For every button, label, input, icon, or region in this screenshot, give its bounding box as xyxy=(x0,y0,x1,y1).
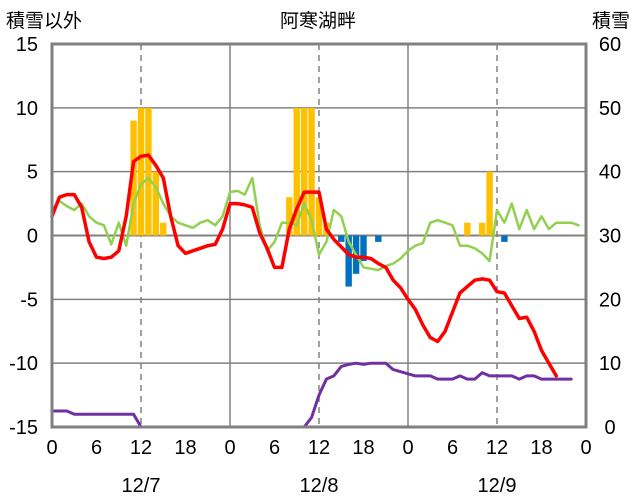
right-tick-label: 20 xyxy=(599,289,621,311)
left-tick-label: -10 xyxy=(9,353,38,375)
x-tick-label: 18 xyxy=(530,437,552,459)
snowfall-bar xyxy=(137,107,145,236)
precip-bar xyxy=(501,235,508,242)
precip-bar xyxy=(338,235,345,242)
left-axis-label: 積雪以外 xyxy=(6,10,82,32)
right-tick-label: 30 xyxy=(599,226,621,248)
plot-border xyxy=(50,42,588,429)
x-tick-label: 18 xyxy=(352,437,374,459)
temperature-line xyxy=(50,153,559,378)
snowfall-bar xyxy=(145,107,152,236)
x-tick-label: 6 xyxy=(447,437,458,459)
snowfall-bar xyxy=(486,171,493,236)
snowfall-bar xyxy=(293,107,300,236)
snowfall-bar xyxy=(160,222,167,236)
x-tick-label: 12 xyxy=(130,437,152,459)
snowfall-bar xyxy=(464,222,471,236)
x-tick-label: 6 xyxy=(269,437,280,459)
snowfall-bar xyxy=(152,171,160,236)
left-tick-label: 5 xyxy=(27,162,38,184)
left-tick-label: -5 xyxy=(20,289,38,311)
date-label: 12/8 xyxy=(300,475,339,497)
precip-bar xyxy=(360,235,367,262)
left-tick-label: 0 xyxy=(27,226,38,248)
right-tick-label: 60 xyxy=(599,34,621,56)
right-axis-label: 積雪 xyxy=(592,10,630,32)
snowfall-bar xyxy=(315,197,323,236)
date-label: 12/7 xyxy=(122,475,161,497)
precip-bar xyxy=(345,235,352,287)
right-tick-label: 10 xyxy=(599,353,621,375)
precip-bar xyxy=(375,235,382,242)
chart-title: 阿寒湖畔 xyxy=(280,10,356,32)
x-tick-label: 0 xyxy=(580,437,591,459)
x-tick-label: 12 xyxy=(308,437,330,459)
right-tick-label: 40 xyxy=(599,162,621,184)
snowfall-bar xyxy=(478,222,486,236)
plot-frame xyxy=(50,42,588,429)
x-tick-label: 0 xyxy=(402,437,413,459)
snow-depth-line xyxy=(50,361,573,429)
x-tick-label: 6 xyxy=(91,437,102,459)
green-series-line xyxy=(50,176,580,272)
snowfall-bar xyxy=(300,107,308,236)
right-tick-label: 0 xyxy=(604,417,615,439)
x-tick-label: 12 xyxy=(486,437,508,459)
right-tick-label: 50 xyxy=(599,98,621,120)
left-tick-label: -15 xyxy=(9,417,38,439)
x-tick-label: 0 xyxy=(224,437,235,459)
snowfall-bar xyxy=(308,107,315,236)
left-tick-label: 10 xyxy=(16,98,38,120)
x-tick-label: 0 xyxy=(46,437,57,459)
date-label: 12/9 xyxy=(478,475,517,497)
left-tick-label: 15 xyxy=(16,34,38,56)
snowfall-bar xyxy=(130,120,137,236)
x-tick-label: 18 xyxy=(174,437,196,459)
snowfall-bar xyxy=(286,197,293,236)
